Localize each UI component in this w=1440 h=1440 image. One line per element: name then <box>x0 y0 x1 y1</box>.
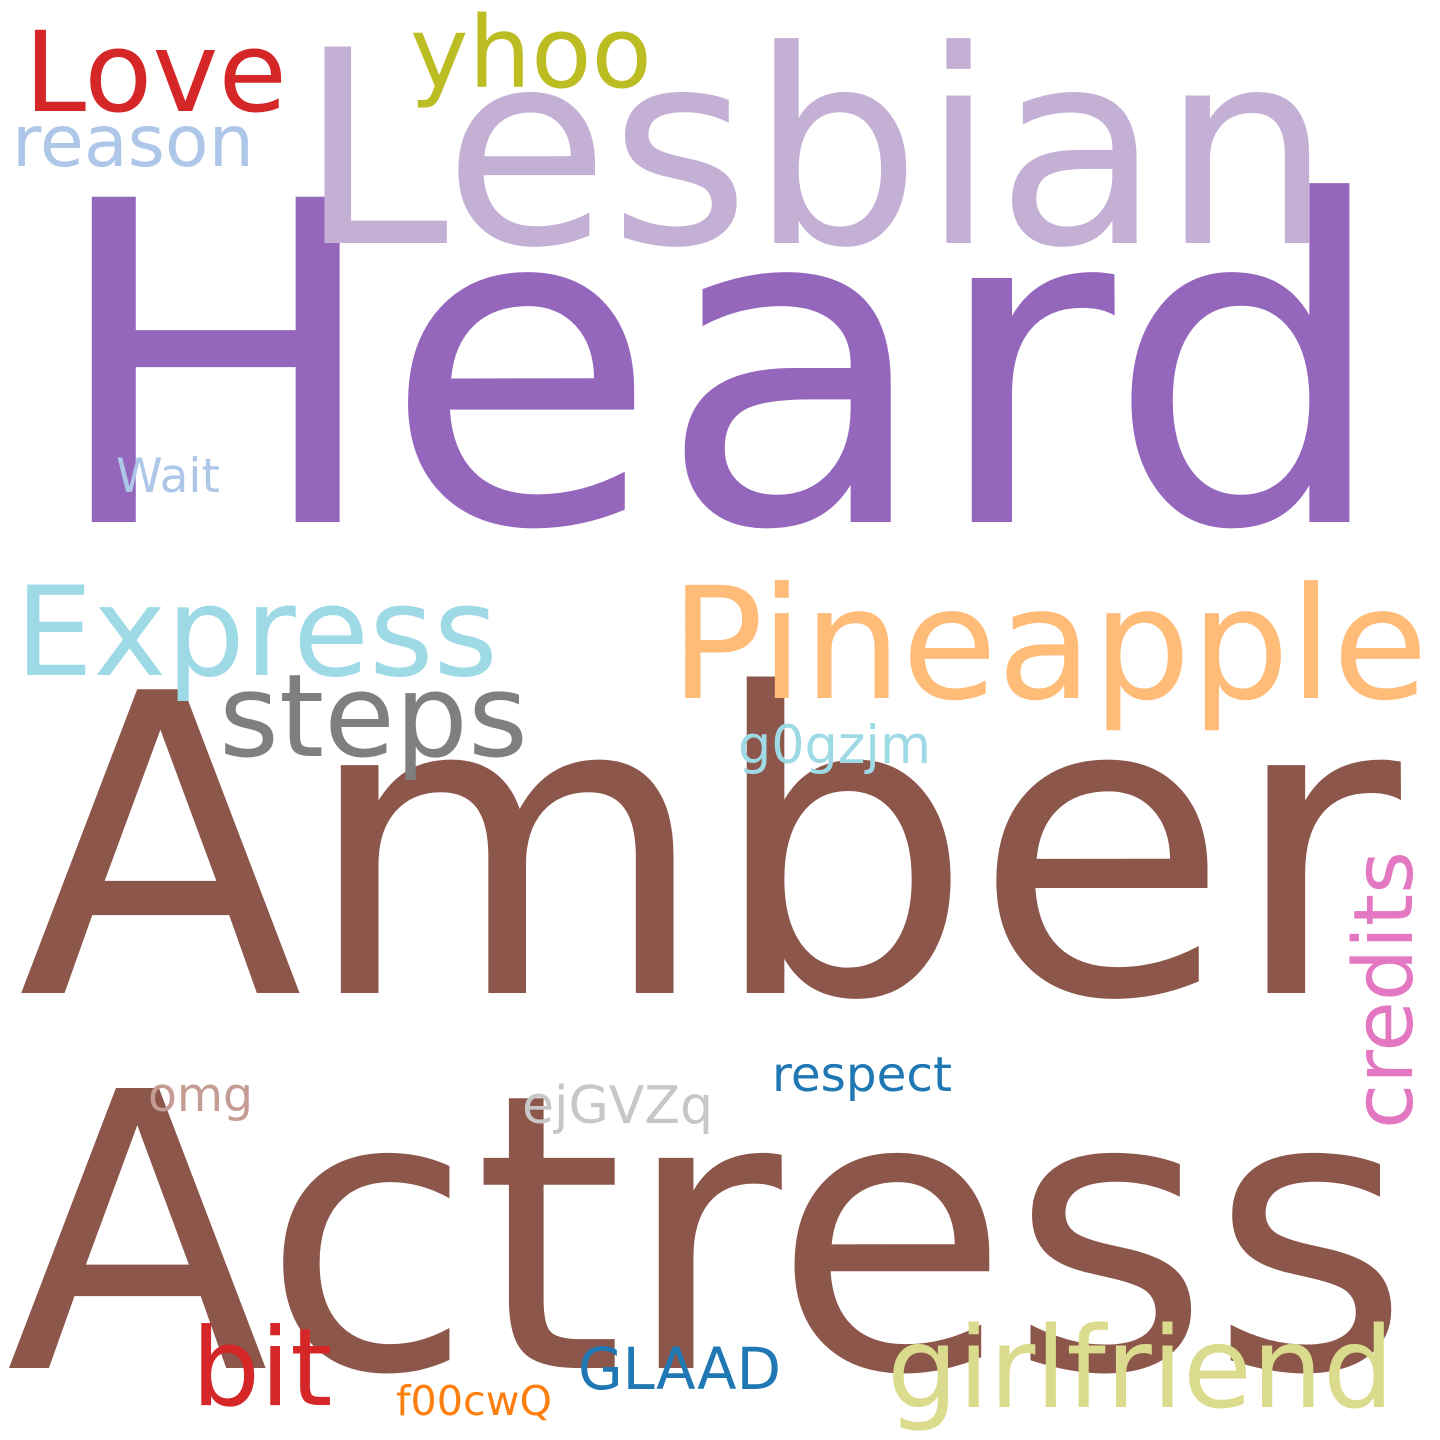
word-express: Express <box>15 561 498 706</box>
word-amber: Amber <box>18 607 1401 1093</box>
word-yhoo: yhoo <box>410 0 652 111</box>
word-girlfriend: girlfriend <box>887 1304 1394 1435</box>
word-f00cwq: f00cwQ <box>396 1376 552 1425</box>
word-wait: Wait <box>116 449 220 505</box>
word-bit: bit <box>191 1306 333 1431</box>
word-love: Love <box>24 8 287 139</box>
word-steps: steps <box>219 650 528 784</box>
word-respect: respect <box>772 1047 952 1104</box>
word-credits: credits <box>1336 851 1432 1129</box>
word-pineapple: Pineapple <box>670 553 1428 735</box>
word-g0gzjm: g0gzjm <box>738 714 931 776</box>
word-glaad: GLAAD <box>578 1334 781 1403</box>
word-actress: Actress <box>6 1011 1410 1440</box>
word-heard: Heard <box>48 109 1390 629</box>
word-lesbian: Lesbian <box>298 0 1332 307</box>
word-reason: reason <box>12 100 254 183</box>
word-ejgvzq: ejGVZq <box>522 1076 713 1137</box>
word-omg: omg <box>148 1068 253 1123</box>
